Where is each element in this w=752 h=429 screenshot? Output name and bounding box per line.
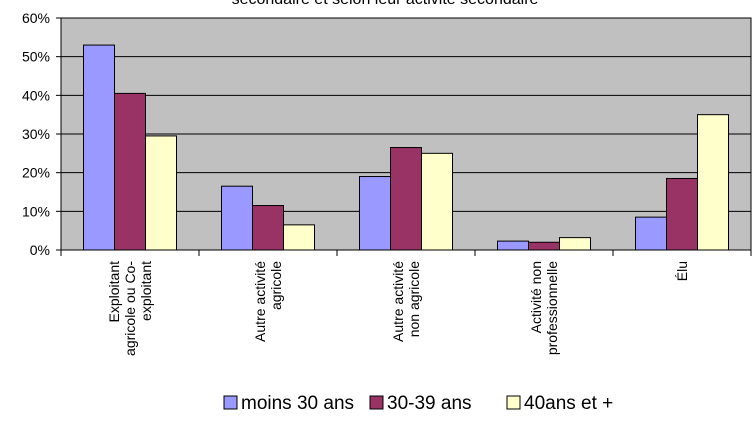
bar (114, 92, 146, 251)
bar (359, 176, 391, 251)
x-category-label-line: professionnelle (544, 261, 560, 355)
legend-swatch (506, 395, 521, 410)
x-category-label-line: exploitant (138, 261, 154, 321)
bar (145, 135, 177, 251)
y-tick-label: 10% (22, 203, 50, 219)
x-category-label-line: Autre activité (390, 261, 406, 342)
bar (390, 147, 422, 251)
x-category-label: Élu (674, 261, 690, 281)
legend-swatch (223, 395, 238, 410)
y-tick-label: 30% (22, 126, 50, 142)
bar (697, 114, 729, 251)
category-labels: Exploitant agricole ou Co-exploitant Autre… (106, 261, 690, 356)
bar (252, 205, 284, 251)
bar (83, 44, 115, 251)
x-category-label-line: agricole (268, 261, 284, 310)
bar (559, 237, 591, 251)
x-category-label: Autre activité non agricole (390, 261, 422, 342)
legend-label: moins 30 ans (241, 393, 354, 414)
y-axis-ticks: 0% 10% 20% 30% 40% 50% 60% (22, 10, 61, 258)
bar (497, 240, 529, 251)
bar (283, 224, 315, 251)
y-tick-label: 0% (30, 242, 50, 258)
x-category-label: Activité non professionnelle (528, 261, 560, 355)
legend-label: 40ans et + (524, 393, 613, 414)
x-category-label-line: Exploitant (106, 261, 122, 323)
x-category-label: Autre activité agricole (252, 261, 284, 342)
y-tick-label: 60% (22, 10, 50, 26)
x-category-label-line: agricole ou Co- (122, 261, 138, 356)
x-axis (60, 249, 752, 256)
bar (421, 152, 453, 251)
bar (221, 185, 253, 251)
x-category-label-line: Élu (674, 261, 690, 281)
y-tick-label: 50% (22, 49, 50, 65)
bar (635, 216, 667, 251)
y-tick-label: 20% (22, 165, 50, 181)
chart-title: secondaire et selon leur activité second… (232, 0, 539, 8)
x-category-label-line: Autre activité (252, 261, 268, 342)
legend: moins 30 ans 30-39 ans 40ans et + (223, 393, 613, 414)
x-category-label-line: non agricole (406, 261, 422, 337)
x-category-label: Exploitant agricole ou Co-exploitant (106, 261, 154, 356)
bar (528, 241, 560, 251)
bar (666, 177, 698, 251)
legend-label: 30-39 ans (387, 393, 472, 414)
x-category-label-line: Activité non (528, 261, 544, 333)
y-tick-label: 40% (22, 87, 50, 103)
legend-swatch (369, 395, 384, 410)
